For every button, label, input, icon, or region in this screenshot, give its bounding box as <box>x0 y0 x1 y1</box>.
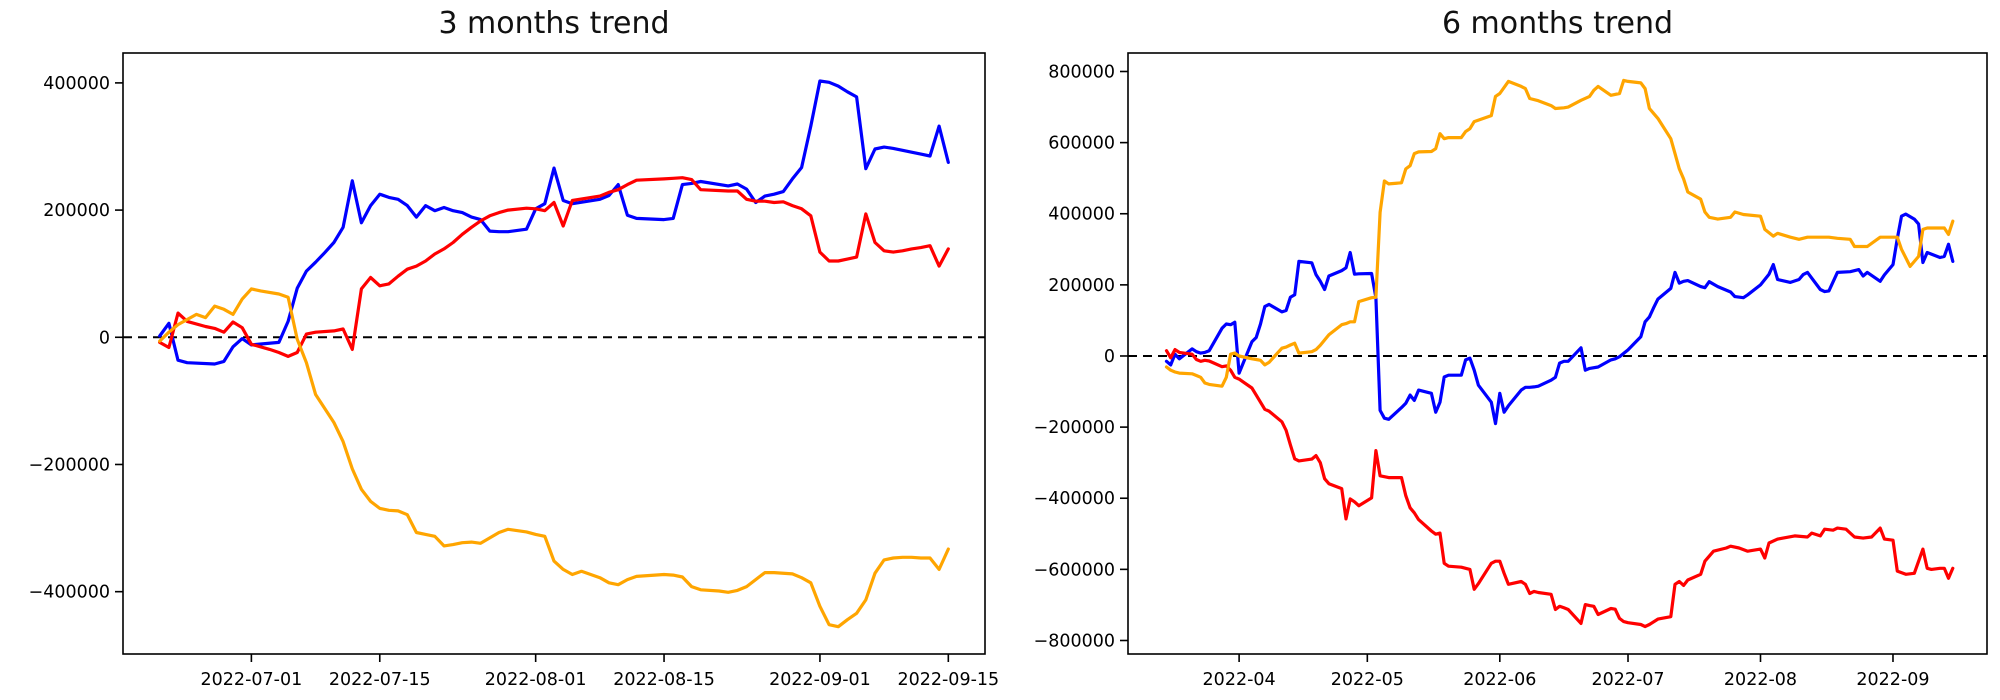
y-tick-label: 0 <box>1104 347 1115 367</box>
line-plot-6-months: 800000 600000 400000 200000 0 −200000 −400000 −… <box>1034 52 1988 690</box>
y-tick-label: −600000 <box>1034 560 1115 580</box>
series-line-orange <box>1164 78 1955 388</box>
chart-3-months-trend: 3 months trend 400000 200000 0 −200000 −4000… <box>29 6 1000 690</box>
y-tick-label: 400000 <box>1048 205 1115 225</box>
x-tick-label: 2022-09-01 <box>769 670 871 690</box>
plot-border <box>122 52 986 655</box>
y-tick-label: 200000 <box>1048 276 1115 296</box>
x-tick-label: 2022-07 <box>1591 670 1664 690</box>
y-tick-label: −400000 <box>1034 489 1115 509</box>
x-tick-label: 2022-09-15 <box>897 670 999 690</box>
y-tick-label: −800000 <box>1034 631 1115 651</box>
x-tick-label: 2022-07-01 <box>201 670 303 690</box>
x-tick-label: 2022-08-01 <box>485 670 587 690</box>
plot-border <box>1127 52 1988 655</box>
x-tick-label: 2022-08 <box>1724 670 1797 690</box>
x-tick-label: 2022-09 <box>1856 670 1929 690</box>
x-tick-label: 2022-05 <box>1331 670 1404 690</box>
y-tick-label: 0 <box>99 328 110 348</box>
series-line-orange <box>158 287 950 629</box>
series-line-red <box>1164 348 1955 629</box>
y-tick-label: −400000 <box>29 583 110 603</box>
y-tick-label: 600000 <box>1048 134 1115 154</box>
y-tick-label: −200000 <box>1034 418 1115 438</box>
chart-title-3-months: 3 months trend <box>438 6 670 41</box>
y-tick-label: 800000 <box>1048 62 1115 82</box>
x-tick-label: 2022-06 <box>1463 670 1536 690</box>
y-tick-label: 400000 <box>43 74 110 94</box>
chart-title-6-months: 6 months trend <box>1441 6 1674 41</box>
y-tick-label: −200000 <box>29 455 110 475</box>
y-tick-label: 200000 <box>43 201 110 221</box>
x-tick-label: 2022-04 <box>1203 670 1276 690</box>
x-tick-label: 2022-08-15 <box>613 670 715 690</box>
series-line-red <box>158 176 950 358</box>
series-line-blue <box>158 79 950 366</box>
x-tick-label: 2022-07-15 <box>329 670 431 690</box>
line-plot-3-months: 400000 200000 0 −200000 −400000 2022-07-01 202… <box>29 52 999 690</box>
chart-6-months-trend: 6 months trend 800000 600000 400000 200000 0… <box>1000 0 2000 700</box>
series-line-blue <box>1164 212 1955 426</box>
